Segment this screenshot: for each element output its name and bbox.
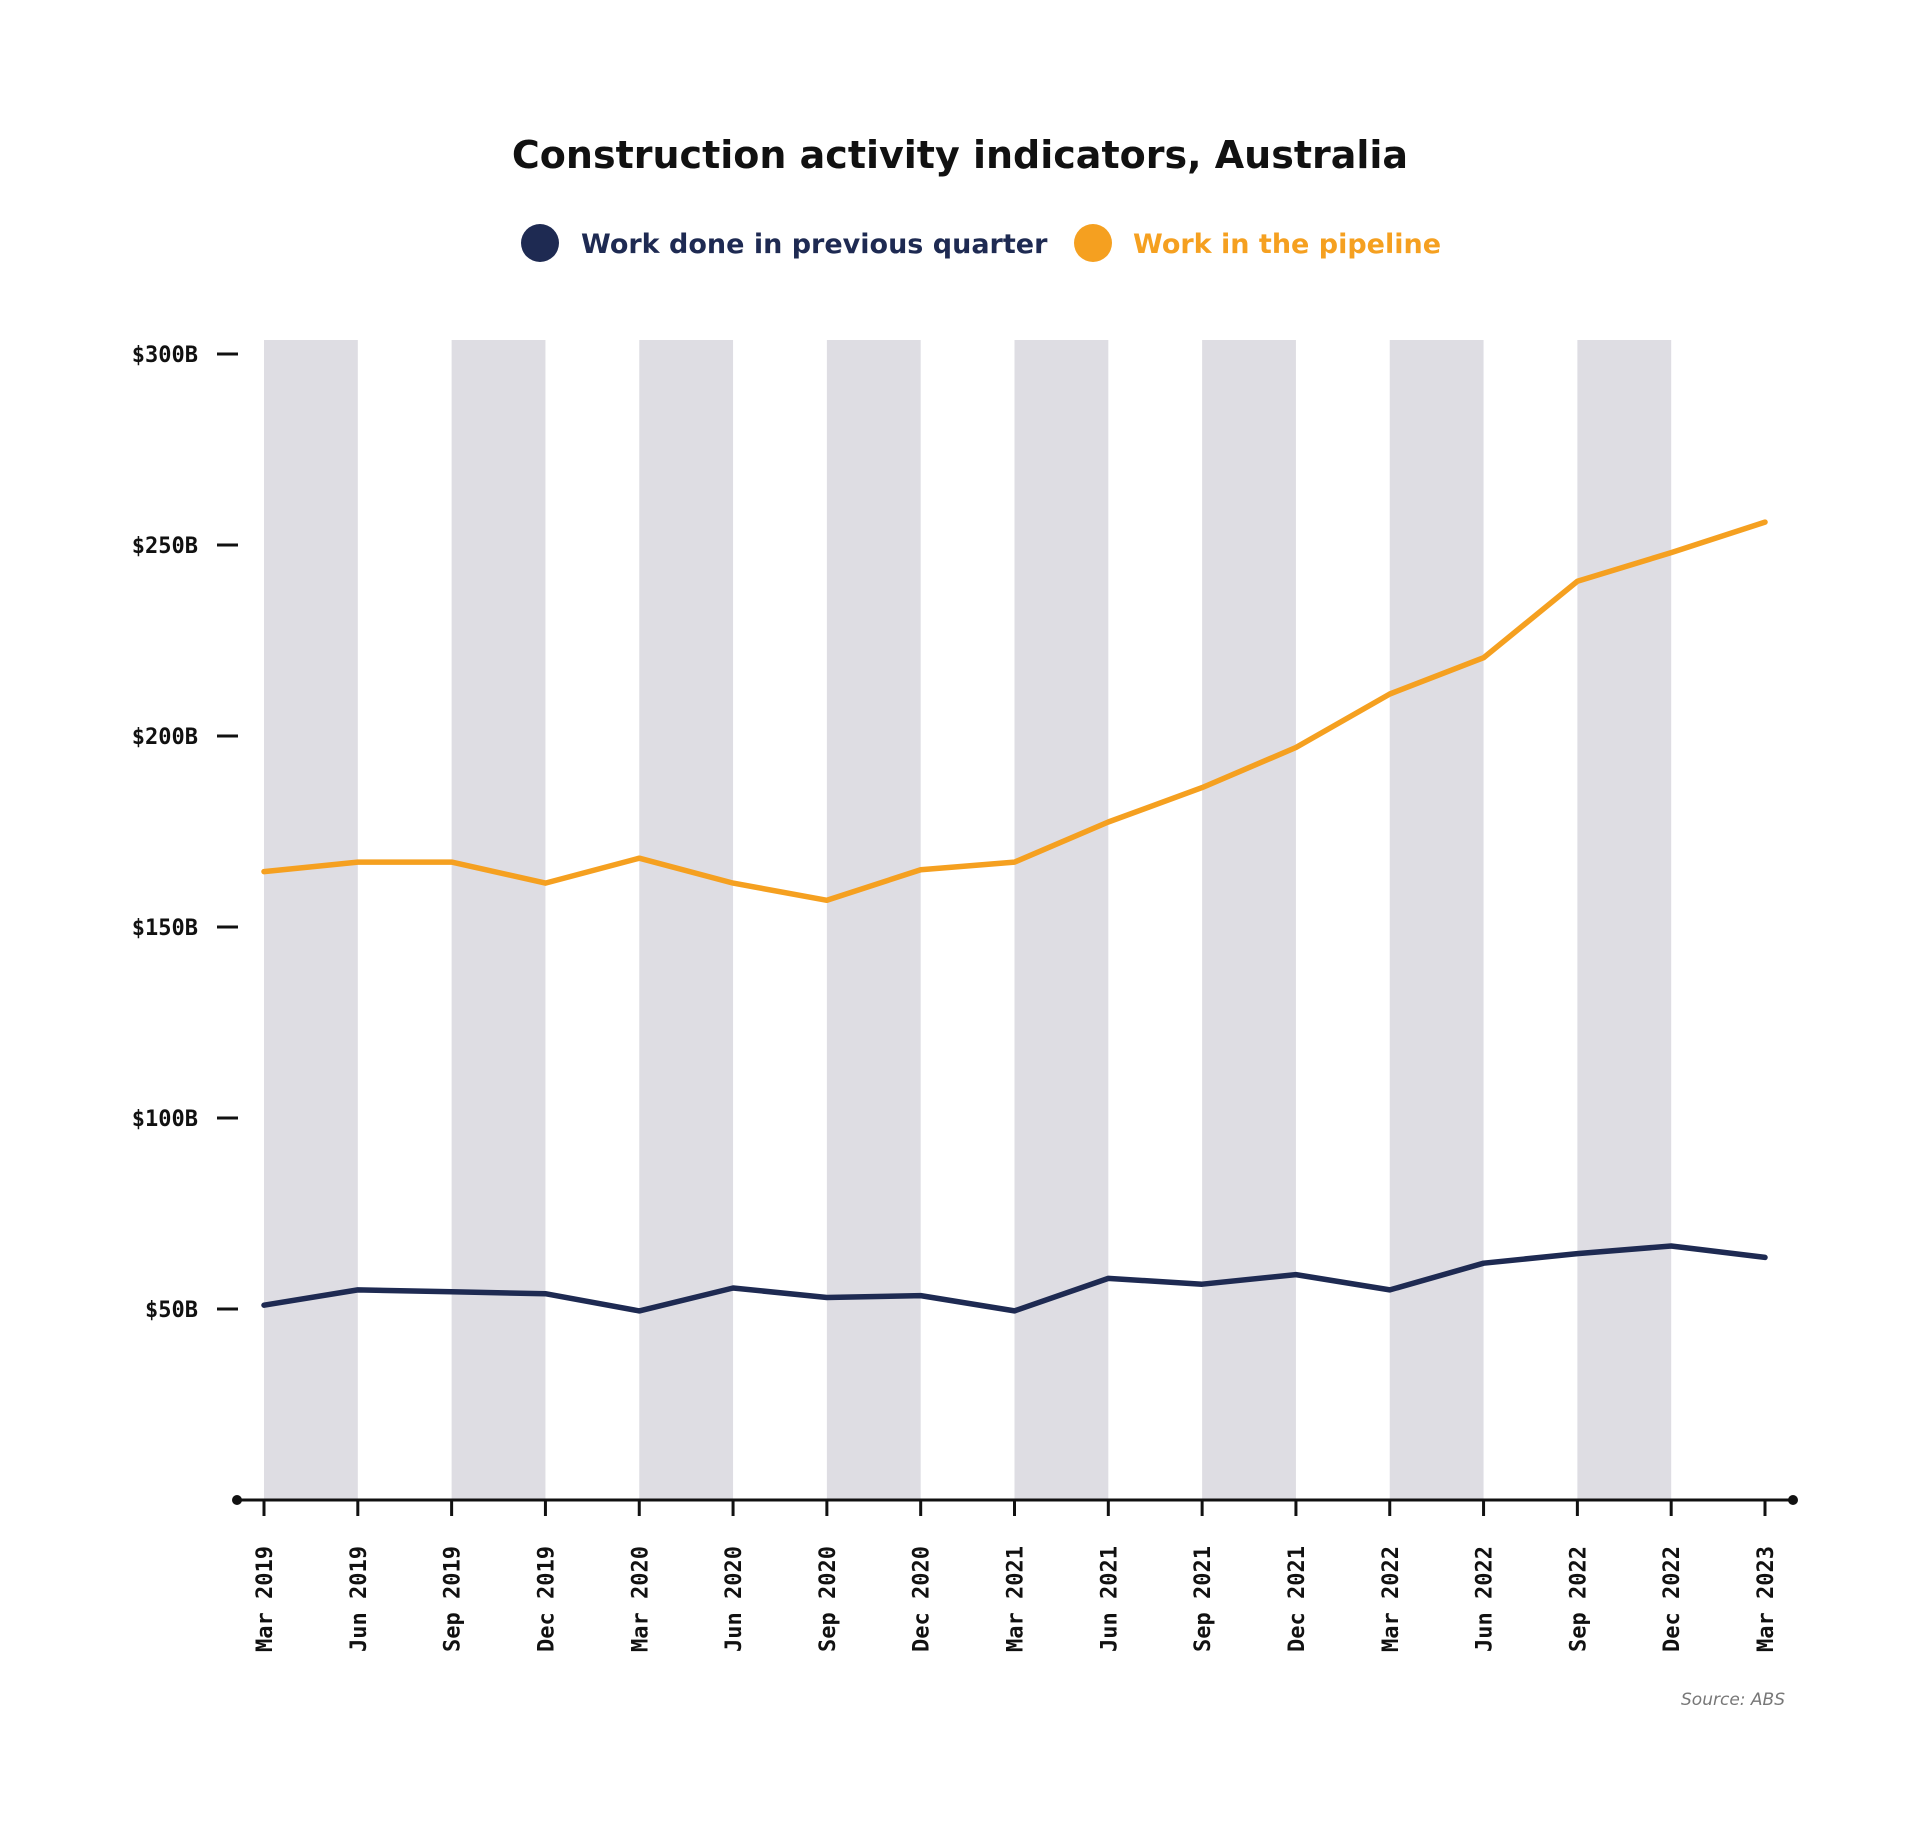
y-tick-label: $250B	[132, 534, 198, 559]
legend-marker-work-done	[521, 224, 559, 262]
x-tick-label: Dec 2019	[534, 1546, 559, 1652]
series-line-work-done	[261, 1243, 1768, 1314]
x-tick-label: Mar 2022	[1379, 1546, 1404, 1652]
x-tick-label: Sep 2019	[441, 1546, 466, 1652]
band	[1577, 340, 1672, 1500]
legend-label-work-done: Work done in previous quarter	[581, 229, 1048, 260]
y-tick-label: $300B	[132, 343, 198, 368]
background-bands	[264, 340, 1672, 1500]
x-axis: Mar 2019 Jun 2019 Sep 2019 Dec 2019 Mar 2020…	[232, 1495, 1798, 1652]
x-tick-label: Sep 2022	[1566, 1546, 1591, 1652]
x-axis-left-end	[232, 1495, 242, 1505]
band	[1014, 340, 1109, 1500]
y-axis: $300B $250B $200B $150B $100B $50B	[132, 343, 238, 1323]
band	[639, 340, 734, 1500]
x-tick-label: Jun 2019	[347, 1546, 372, 1652]
legend: Work done in previous quarter Work in th…	[521, 224, 1441, 262]
y-tick-label: $150B	[132, 916, 198, 941]
y-tick-label: $100B	[132, 1107, 198, 1132]
band	[1389, 340, 1484, 1500]
band	[1202, 340, 1296, 1500]
legend-label-pipeline: Work in the pipeline	[1133, 229, 1441, 260]
x-tick-label: Dec 2020	[910, 1546, 935, 1652]
chart-title: Construction activity indicators, Austra…	[512, 133, 1408, 177]
x-tick-label: Mar 2023	[1754, 1546, 1779, 1652]
legend-marker-pipeline	[1074, 224, 1112, 262]
x-axis-right-end	[1788, 1495, 1798, 1505]
y-tick-label: $200B	[132, 725, 198, 750]
x-tick-label: Dec 2021	[1285, 1546, 1310, 1652]
x-tick-label: Jun 2022	[1473, 1546, 1498, 1652]
x-tick-label: Mar 2020	[628, 1546, 653, 1652]
series-lines	[261, 519, 1768, 1314]
series-line-pipeline	[261, 519, 1768, 904]
source-note: Source: ABS	[1681, 1690, 1785, 1710]
band	[264, 340, 358, 1500]
y-tick-label: $50B	[145, 1298, 198, 1323]
x-tick-label: Sep 2021	[1191, 1546, 1216, 1652]
x-tick-label: Mar 2019	[253, 1546, 278, 1652]
x-tick-label: Mar 2021	[1004, 1546, 1029, 1652]
x-tick-label: Jun 2021	[1097, 1546, 1122, 1652]
band	[826, 340, 921, 1500]
band	[451, 340, 546, 1500]
x-ticks: Mar 2019 Jun 2019 Sep 2019 Dec 2019 Mar 2020…	[253, 1500, 1779, 1652]
x-tick-label: Dec 2022	[1660, 1546, 1685, 1652]
x-tick-label: Sep 2020	[816, 1546, 841, 1652]
x-tick-label: Jun 2020	[722, 1546, 747, 1652]
